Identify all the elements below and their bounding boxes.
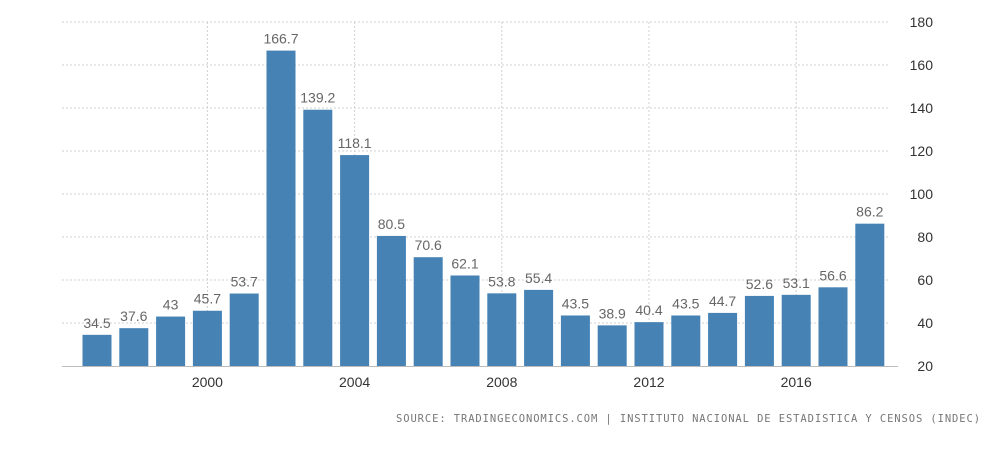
bar-2011 — [597, 325, 627, 366]
data-label-2017: 56.6 — [819, 267, 846, 283]
y-tick-label: 160 — [910, 57, 934, 73]
y-tick-label: 80 — [917, 229, 933, 245]
bar-2009 — [524, 289, 554, 366]
y-tick-label: 180 — [910, 14, 934, 30]
y-tick-label: 60 — [917, 272, 933, 288]
bar-2004 — [340, 155, 370, 366]
data-label-2011: 38.9 — [599, 305, 626, 321]
data-labels-layer: 34.5 37.6 43 45.7 53.7 166.7 139.2 118.1 80.5 70.… — [83, 31, 883, 331]
x-tick-label: 2004 — [339, 374, 370, 390]
bar-2003 — [303, 109, 333, 366]
y-tick-label: 40 — [917, 315, 933, 331]
data-label-1998: 37.6 — [120, 308, 147, 324]
bar-2008 — [487, 293, 517, 366]
data-label-1997: 34.5 — [83, 315, 110, 331]
data-label-2010: 43.5 — [562, 295, 589, 311]
data-label-2015: 52.6 — [746, 276, 773, 292]
bar-2006 — [413, 257, 443, 366]
bar-2007 — [450, 275, 480, 366]
bar-2000 — [192, 310, 222, 366]
y-tick-label: 120 — [910, 143, 934, 159]
data-label-2002: 166.7 — [263, 31, 298, 47]
bar-2016 — [781, 294, 811, 366]
data-label-2006: 70.6 — [415, 237, 442, 253]
data-label-2014: 44.7 — [709, 293, 736, 309]
bar-1997 — [82, 334, 112, 366]
data-label-2008: 53.8 — [488, 273, 515, 289]
bar-2014 — [708, 312, 738, 366]
bar-1999 — [156, 316, 186, 366]
data-label-2000: 45.7 — [194, 291, 221, 307]
data-label-2012: 40.4 — [635, 302, 662, 318]
bar-2013 — [671, 315, 701, 366]
bar-2001 — [229, 293, 259, 366]
bar-2012 — [634, 322, 664, 366]
bar-2002 — [266, 50, 296, 366]
y-tick-label: 100 — [910, 186, 934, 202]
y-tick-label: 140 — [910, 100, 934, 116]
data-label-2018: 86.2 — [856, 204, 883, 220]
x-tick-label: 2008 — [486, 374, 517, 390]
y-axis: 20 40 60 80 100 120 140 160 180 — [910, 14, 934, 374]
data-label-2013: 43.5 — [672, 295, 699, 311]
grid-layer — [62, 21, 898, 367]
bar-2010 — [560, 315, 590, 366]
x-tick-label: 2000 — [192, 374, 223, 390]
bar-2017 — [818, 287, 848, 366]
bars-layer — [82, 50, 885, 366]
data-label-2004: 118.1 — [338, 135, 372, 151]
data-label-2007: 62.1 — [451, 255, 478, 271]
data-label-2016: 53.1 — [783, 275, 810, 291]
x-axis: 2000 2004 2008 2012 2016 — [192, 374, 812, 390]
bar-2018 — [855, 223, 885, 366]
x-tick-label: 2012 — [633, 374, 664, 390]
data-label-2003: 139.2 — [300, 90, 335, 106]
data-label-1999: 43 — [163, 297, 179, 313]
source-note: SOURCE: TRADINGECONOMICS.COM | INSTITUTO… — [396, 413, 981, 425]
x-tick-label: 2016 — [781, 374, 812, 390]
bar-2005 — [376, 235, 406, 366]
data-label-2009: 55.4 — [525, 270, 552, 286]
data-label-2001: 53.7 — [231, 274, 258, 290]
y-tick-label: 20 — [917, 358, 933, 374]
bar-1998 — [119, 328, 149, 366]
data-label-2005: 80.5 — [378, 216, 405, 232]
bar-2015 — [744, 295, 774, 366]
